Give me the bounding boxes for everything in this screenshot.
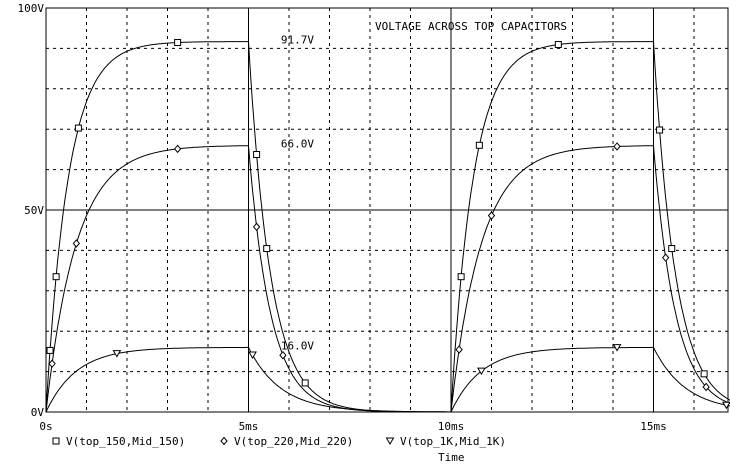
- diamond-marker: [661, 253, 670, 262]
- value-annotation: 16.0V: [281, 339, 314, 352]
- square-marker: [174, 39, 182, 47]
- square-marker: [700, 370, 708, 378]
- triangle-down-marker: [477, 367, 486, 376]
- legend-entry: V(top_220,Mid_220): [234, 435, 353, 448]
- x-tick-label: 15ms: [640, 420, 667, 433]
- tick-labels: 0V 50V 100V 0s 5ms 10ms 15ms: [18, 2, 667, 433]
- x-tick-label: 5ms: [239, 420, 259, 433]
- legend-entry: V(top_1K,Mid_1K): [400, 435, 506, 448]
- x-tick-label: 0s: [39, 420, 52, 433]
- diamond-marker: [48, 359, 56, 368]
- square-marker: [52, 437, 60, 445]
- series-line: [45, 346, 730, 413]
- diamond-marker: [220, 436, 228, 446]
- square-marker: [457, 273, 465, 281]
- square-marker: [46, 346, 54, 354]
- square-marker: [263, 245, 271, 253]
- triangle-down-marker: [722, 401, 730, 410]
- square-marker: [656, 126, 664, 134]
- diamond-marker: [72, 239, 81, 248]
- square-marker: [475, 141, 483, 149]
- y-tick-label: 100V: [18, 2, 45, 15]
- legend: V(top_150,Mid_150) V(top_220,Mid_220) V(to…: [52, 435, 506, 448]
- triangle-down-marker: [112, 350, 122, 358]
- y-tick-label: 0V: [31, 406, 45, 419]
- grid: [46, 8, 728, 412]
- diamond-marker: [173, 144, 182, 154]
- diamond-marker: [279, 350, 287, 360]
- square-marker: [301, 379, 309, 387]
- x-tick-label: 10ms: [438, 420, 465, 433]
- square-marker: [74, 124, 82, 132]
- square-marker: [554, 41, 562, 49]
- square-marker: [52, 273, 60, 281]
- value-annotation: 66.0V: [281, 137, 314, 150]
- chart-title: VOLTAGE ACROSS TOP CAPACITORS: [375, 20, 567, 33]
- x-axis-label: Time: [438, 451, 465, 464]
- legend-entry: V(top_150,Mid_150): [66, 435, 185, 448]
- triangle-down-marker: [385, 437, 395, 445]
- diamond-marker: [613, 142, 621, 151]
- y-tick-label: 50V: [24, 204, 44, 217]
- annotations: 91.7V 66.0V 16.0V: [281, 34, 314, 353]
- value-annotation: 91.7V: [281, 34, 314, 47]
- diamond-marker: [487, 211, 496, 220]
- series-markers: [46, 39, 730, 410]
- diamond-marker: [252, 222, 261, 232]
- diamond-marker: [455, 345, 463, 354]
- series-line: [45, 41, 730, 413]
- square-marker: [668, 245, 676, 253]
- series-lines: [45, 41, 730, 413]
- diamond-marker: [702, 382, 710, 392]
- square-marker: [253, 151, 261, 159]
- triangle-down-marker: [612, 344, 622, 352]
- triangle-down-marker: [248, 351, 257, 360]
